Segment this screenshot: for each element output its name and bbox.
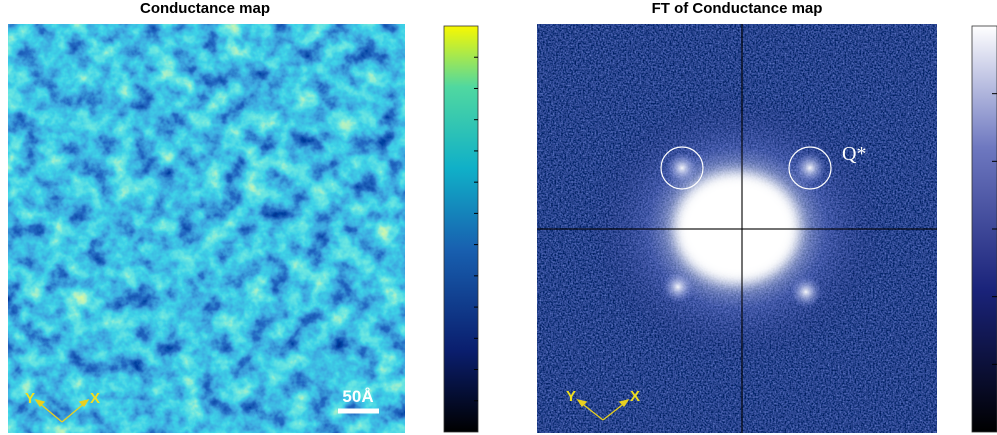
axis-label: Y: [25, 390, 35, 407]
panel-title: Conductance map: [140, 0, 270, 17]
peak-label: Q*: [842, 143, 866, 165]
figure: Conductance map 50Å Y X FT of Conductanc…: [0, 0, 997, 435]
scale-label: 50Å: [342, 387, 373, 406]
ft-image: [537, 24, 937, 433]
axis-label: X: [90, 390, 100, 407]
axis-label: X: [630, 388, 640, 405]
colorbar: [444, 26, 478, 432]
panel-title: FT of Conductance map: [652, 0, 823, 17]
conductance-image: [8, 24, 405, 433]
axis-label: Y: [566, 388, 576, 405]
